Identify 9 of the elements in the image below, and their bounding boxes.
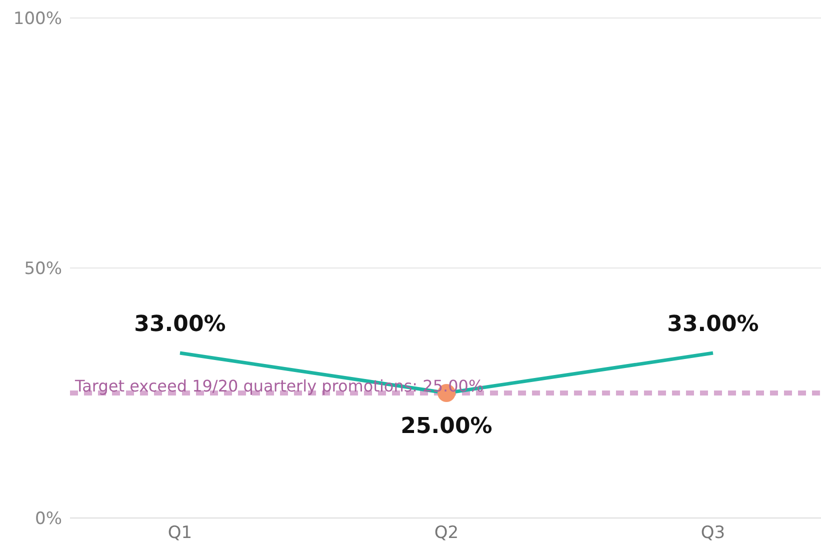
data-label: 25.00% xyxy=(400,414,492,439)
data-label: 33.00% xyxy=(667,312,759,337)
data-label: 33.00% xyxy=(134,312,226,337)
x-tick-label: Q3 xyxy=(700,523,726,544)
y-tick-label: 0% xyxy=(35,509,62,530)
x-tick-label: Q2 xyxy=(434,523,459,544)
x-tick-label: Q1 xyxy=(168,523,192,544)
y-tick-label: 100% xyxy=(13,9,62,30)
y-tick-label: 50% xyxy=(24,259,62,280)
